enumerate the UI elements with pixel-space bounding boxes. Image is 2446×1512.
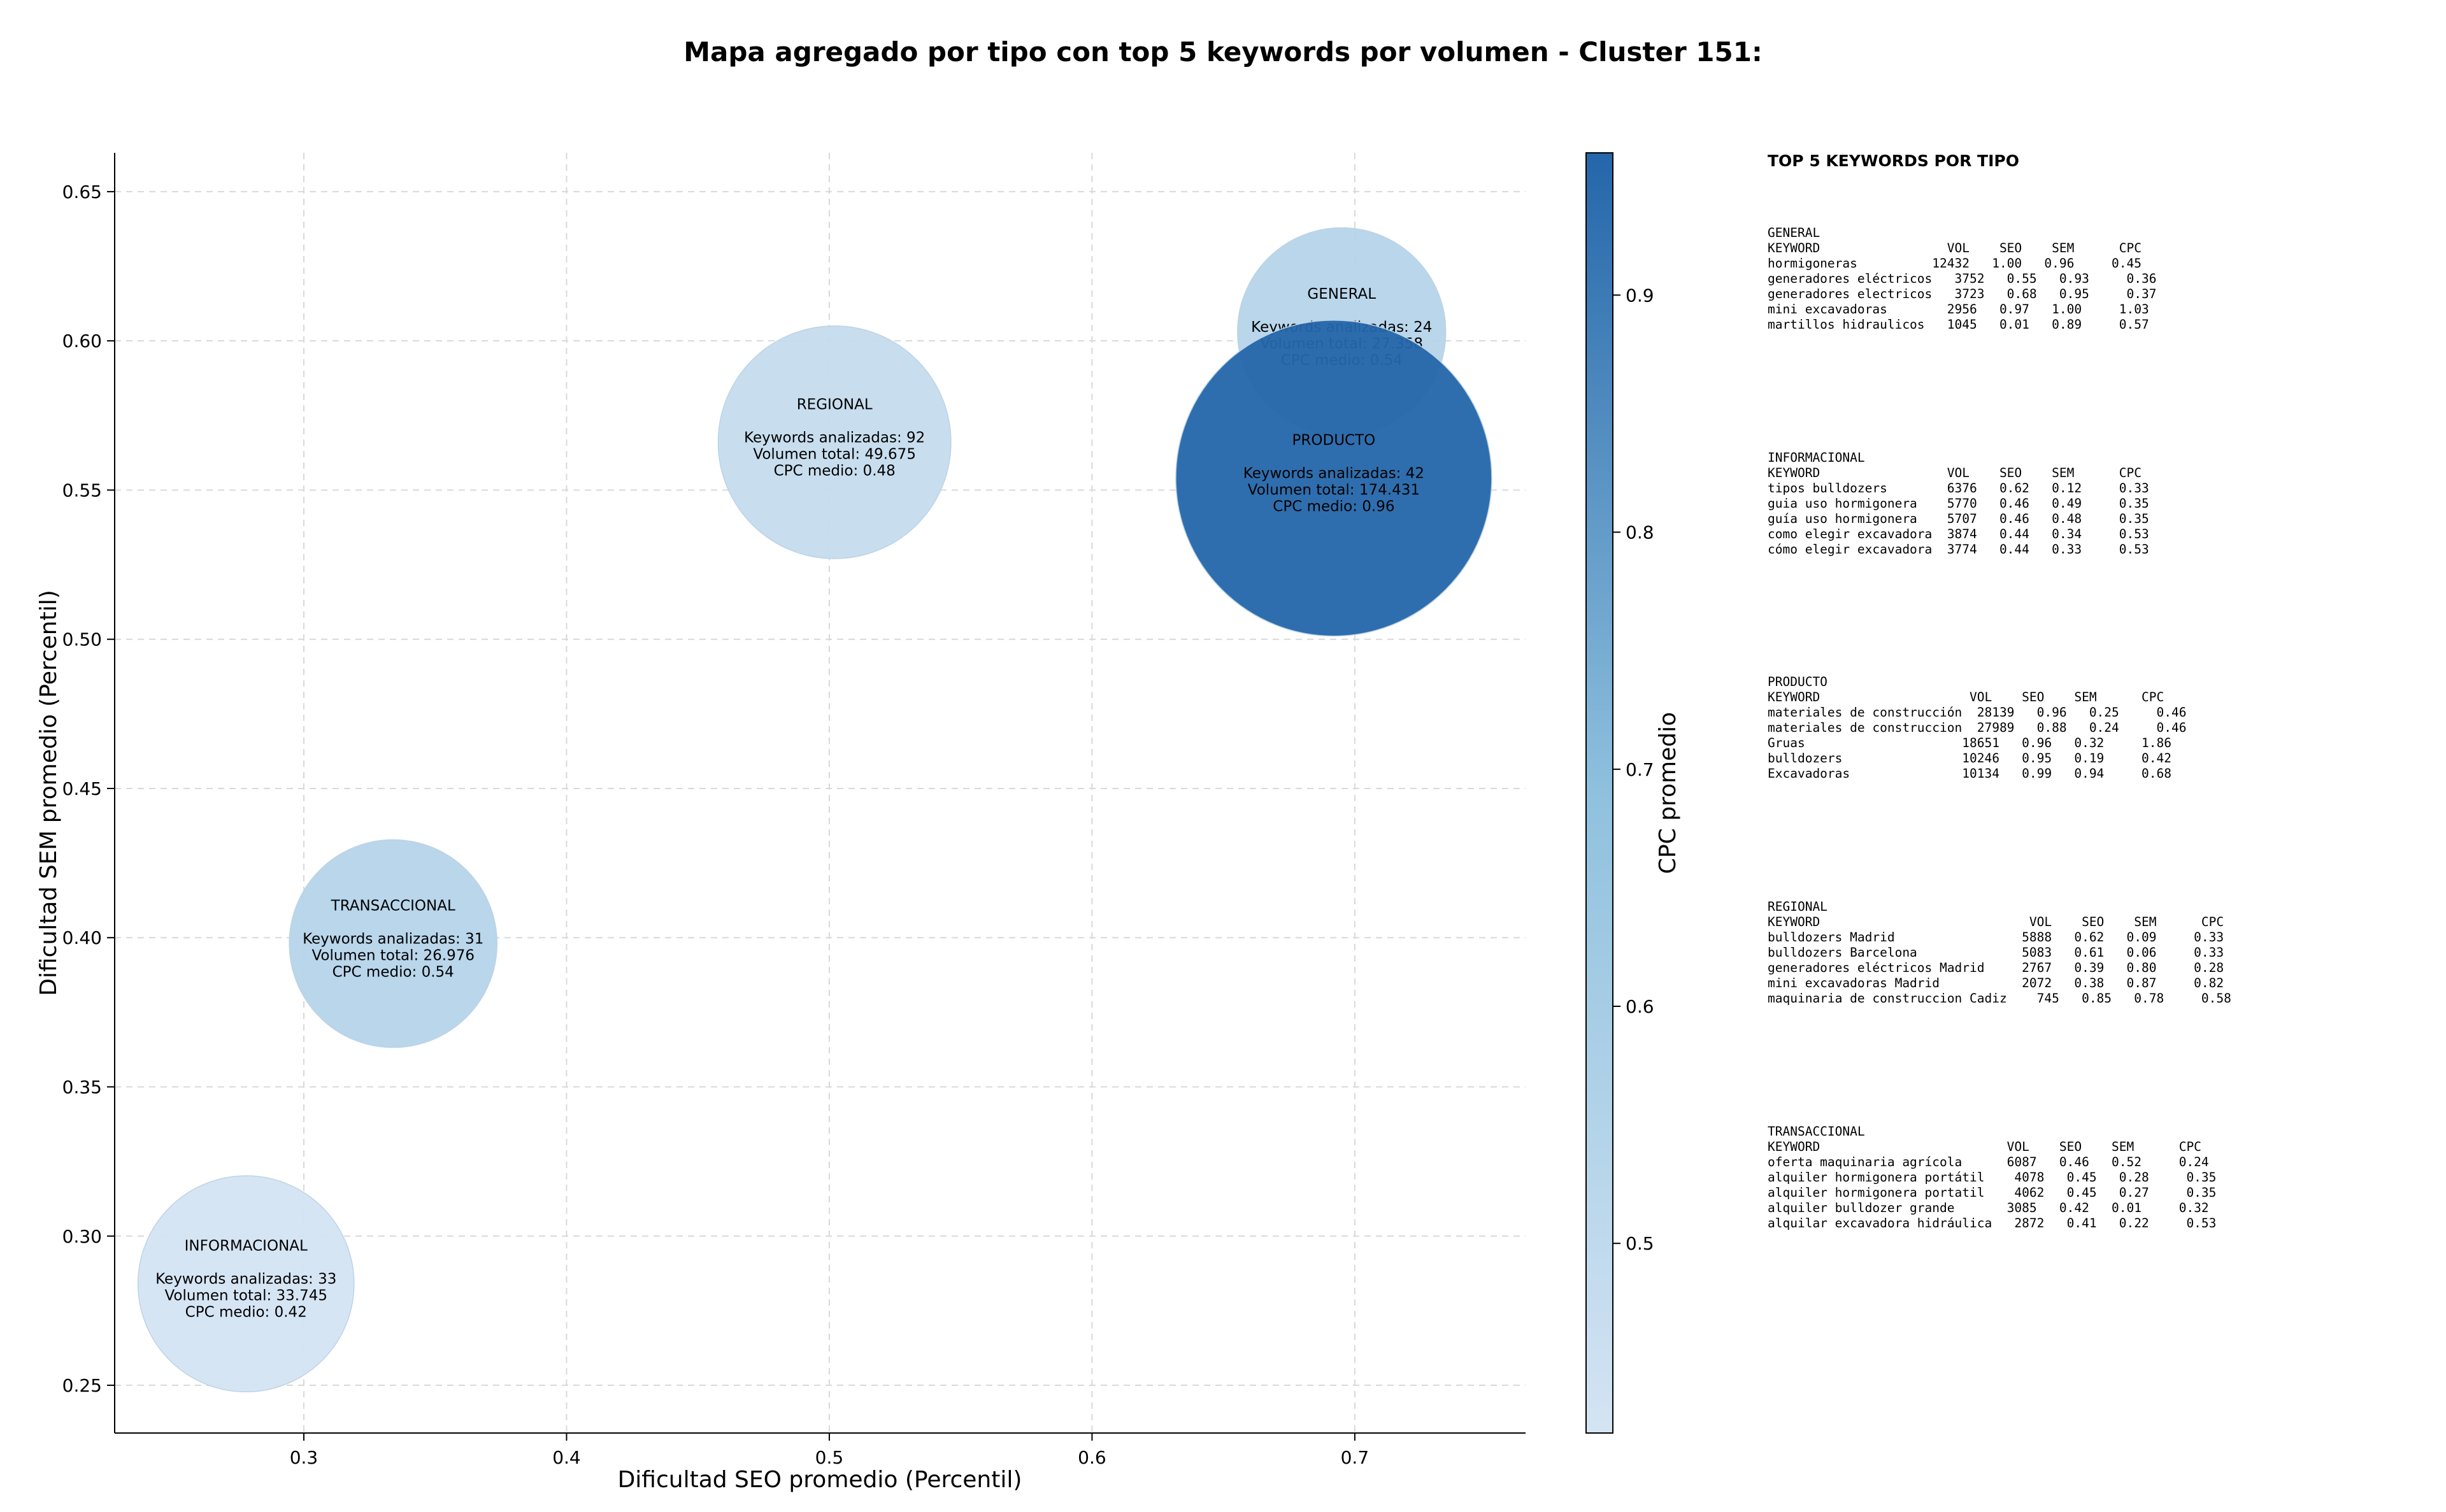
panel-keyword-row: mini excavadoras 2956 0.97 1.00 1.03 xyxy=(1768,302,2149,317)
panel-keyword-row: maquinaria de construccion Cadiz 745 0.8… xyxy=(1768,991,2231,1006)
bubble-stat: Keywords analizadas: 31 xyxy=(303,931,483,948)
colorbar-tick-label: 0.6 xyxy=(1626,996,1654,1017)
panel-keyword-row: generadores electricos 3723 0.68 0.95 0.… xyxy=(1768,287,2156,301)
panel-keyword-row: oferta maquinaria agrícola 6087 0.46 0.5… xyxy=(1768,1155,2209,1169)
x-tick-label: 0.3 xyxy=(290,1447,318,1468)
bubble-stat: Volumen total: 26.976 xyxy=(311,948,475,964)
panel-keyword-row: bulldozers Barcelona 5083 0.61 0.06 0.33 xyxy=(1768,945,2224,960)
y-tick-label: 0.35 xyxy=(62,1077,102,1098)
bubble-stat: Keywords analizadas: 92 xyxy=(744,429,925,446)
y-tick-label: 0.50 xyxy=(62,629,102,650)
panel-keyword-row: alquiler hormigonera portátil 4078 0.45 … xyxy=(1768,1170,2216,1185)
panel-heading: TOP 5 KEYWORDS POR TIPO xyxy=(1768,152,2019,170)
panel-keyword-row: hormigoneras 12432 1.00 0.96 0.45 xyxy=(1768,256,2142,271)
panel-keyword-row: generadores eléctricos Madrid 2767 0.39 … xyxy=(1768,960,2224,975)
colorbar-tick-label: 0.8 xyxy=(1626,522,1654,543)
bubble-stat: Keywords analizadas: 33 xyxy=(155,1271,336,1288)
bubble-label: INFORMACIONAL xyxy=(185,1238,308,1255)
panel-column-header: KEYWORD VOL SEO SEM CPC xyxy=(1768,915,2224,929)
colorbar-tick-label: 0.9 xyxy=(1626,285,1654,306)
panel-keyword-row: Gruas 18651 0.96 0.32 1.86 xyxy=(1768,736,2171,750)
panel-keyword-row: como elegir excavadora 3874 0.44 0.34 0.… xyxy=(1768,527,2149,541)
colorbar: 0.5 0.6 0.7 0.8 0.9 CPC promedio xyxy=(1585,152,1681,1434)
bubble-stat: Volumen total: 49.675 xyxy=(753,446,916,462)
panel-column-header: KEYWORD VOL SEO SEM CPC xyxy=(1768,690,2164,704)
bubble-stat: Keywords analizadas: 42 xyxy=(1243,466,1424,482)
bubble-label: GENERAL xyxy=(1307,286,1376,303)
x-axis-label: Dificultad SEO promedio (Percentil) xyxy=(618,1467,1022,1493)
y-tick-label: 0.40 xyxy=(62,927,102,948)
axes xyxy=(114,153,1526,1434)
bubble-layer: GENERALKeywords analizadas: 24Volumen to… xyxy=(137,227,1492,1393)
panel-keyword-row: bulldozers Madrid 5888 0.62 0.09 0.33 xyxy=(1768,930,2224,945)
x-tick-label: 0.5 xyxy=(815,1447,844,1468)
panel-column-header: KEYWORD VOL SEO SEM CPC xyxy=(1768,241,2142,255)
panel-keyword-row: alquiler bulldozer grande 3085 0.42 0.01… xyxy=(1768,1201,2209,1215)
colorbar-label: CPC promedio xyxy=(1655,712,1681,874)
bubble-label: REGIONAL xyxy=(797,396,873,413)
bubble-informacional xyxy=(137,1175,355,1393)
y-tick-label: 0.55 xyxy=(62,480,102,501)
panel-section-title: TRANSACCIONAL xyxy=(1768,1124,1865,1139)
y-axis-label: Dificultad SEM promedio (Percentil) xyxy=(36,590,62,996)
bubble-stat: Volumen total: 174.431 xyxy=(1248,482,1420,499)
panel-keyword-row: mini excavadoras Madrid 2072 0.38 0.87 0… xyxy=(1768,976,2224,990)
y-tick-label: 0.60 xyxy=(62,331,102,352)
colorbar-gradient xyxy=(1585,152,1613,1434)
y-ticks: 0.25 0.30 0.35 0.40 0.45 0.50 0.55 0.60 0.65 xyxy=(62,182,115,1396)
panel-section-title: PRODUCTO xyxy=(1768,674,1827,689)
panel-column-header: KEYWORD VOL SEO SEM CPC xyxy=(1768,466,2142,480)
y-tick-label: 0.30 xyxy=(62,1226,102,1247)
panel-keyword-row: materiales de construccion 27989 0.88 0.… xyxy=(1768,720,2186,735)
y-tick-label: 0.65 xyxy=(62,182,102,203)
panel-column-header: KEYWORD VOL SEO SEM CPC xyxy=(1768,1139,2201,1154)
x-tick-label: 0.7 xyxy=(1341,1447,1370,1468)
panel-section-title: INFORMACIONAL xyxy=(1768,450,1865,465)
colorbar-ticks: 0.5 0.6 0.7 0.8 0.9 xyxy=(1613,285,1654,1254)
x-ticks: 0.3 0.4 0.5 0.6 0.7 xyxy=(290,1433,1369,1468)
bubble-stat: CPC medio: 0.54 xyxy=(333,964,454,981)
bubble-stat: CPC medio: 0.48 xyxy=(774,462,896,479)
panel-keyword-row: guía uso hormigonera 5707 0.46 0.48 0.35 xyxy=(1768,511,2149,526)
bubble-label: TRANSACCIONAL xyxy=(331,898,455,915)
panel-keyword-row: bulldozers 10246 0.95 0.19 0.42 xyxy=(1768,751,2171,766)
panel-section-title: REGIONAL xyxy=(1768,899,1827,914)
y-tick-label: 0.45 xyxy=(62,778,102,799)
bubble-transaccional xyxy=(289,839,498,1048)
x-tick-label: 0.4 xyxy=(552,1447,581,1468)
panel-section-title: GENERAL xyxy=(1768,225,1820,240)
panel-keyword-row: alquiler hormigonera portatil 4062 0.45 … xyxy=(1768,1185,2216,1200)
panel-keyword-row: materiales de construcción 28139 0.96 0.… xyxy=(1768,705,2186,720)
colorbar-tick-label: 0.5 xyxy=(1626,1233,1654,1254)
bubble-label: PRODUCTO xyxy=(1292,432,1376,449)
panel-keyword-row: alquilar excavadora hidráulica 2872 0.41… xyxy=(1768,1216,2216,1230)
bubble-stat: CPC medio: 0.96 xyxy=(1273,499,1394,515)
panel-keyword-row: Excavadoras 10134 0.99 0.94 0.68 xyxy=(1768,766,2171,781)
panel-keyword-row: martillos hidraulicos 1045 0.01 0.89 0.5… xyxy=(1768,317,2149,332)
panel-keyword-row: generadores eléctricos 3752 0.55 0.93 0.… xyxy=(1768,271,2156,286)
panel-keyword-row: cómo elegir excavadora 3774 0.44 0.33 0.… xyxy=(1768,542,2149,557)
panel-keyword-row: guia uso hormigonera 5770 0.46 0.49 0.35 xyxy=(1768,496,2149,511)
y-tick-label: 0.25 xyxy=(62,1375,102,1396)
x-tick-label: 0.6 xyxy=(1078,1447,1106,1468)
bubble-regional xyxy=(717,325,952,559)
panel-keyword-row: tipos bulldozers 6376 0.62 0.12 0.33 xyxy=(1768,481,2149,496)
bubble-stat: CPC medio: 0.42 xyxy=(185,1304,307,1321)
colorbar-tick-label: 0.7 xyxy=(1626,759,1654,780)
bubble-stat: Volumen total: 33.745 xyxy=(164,1288,327,1304)
bubble-producto xyxy=(1175,319,1492,637)
chart-title: Mapa agregado por tipo con top 5 keyword… xyxy=(683,36,1763,68)
